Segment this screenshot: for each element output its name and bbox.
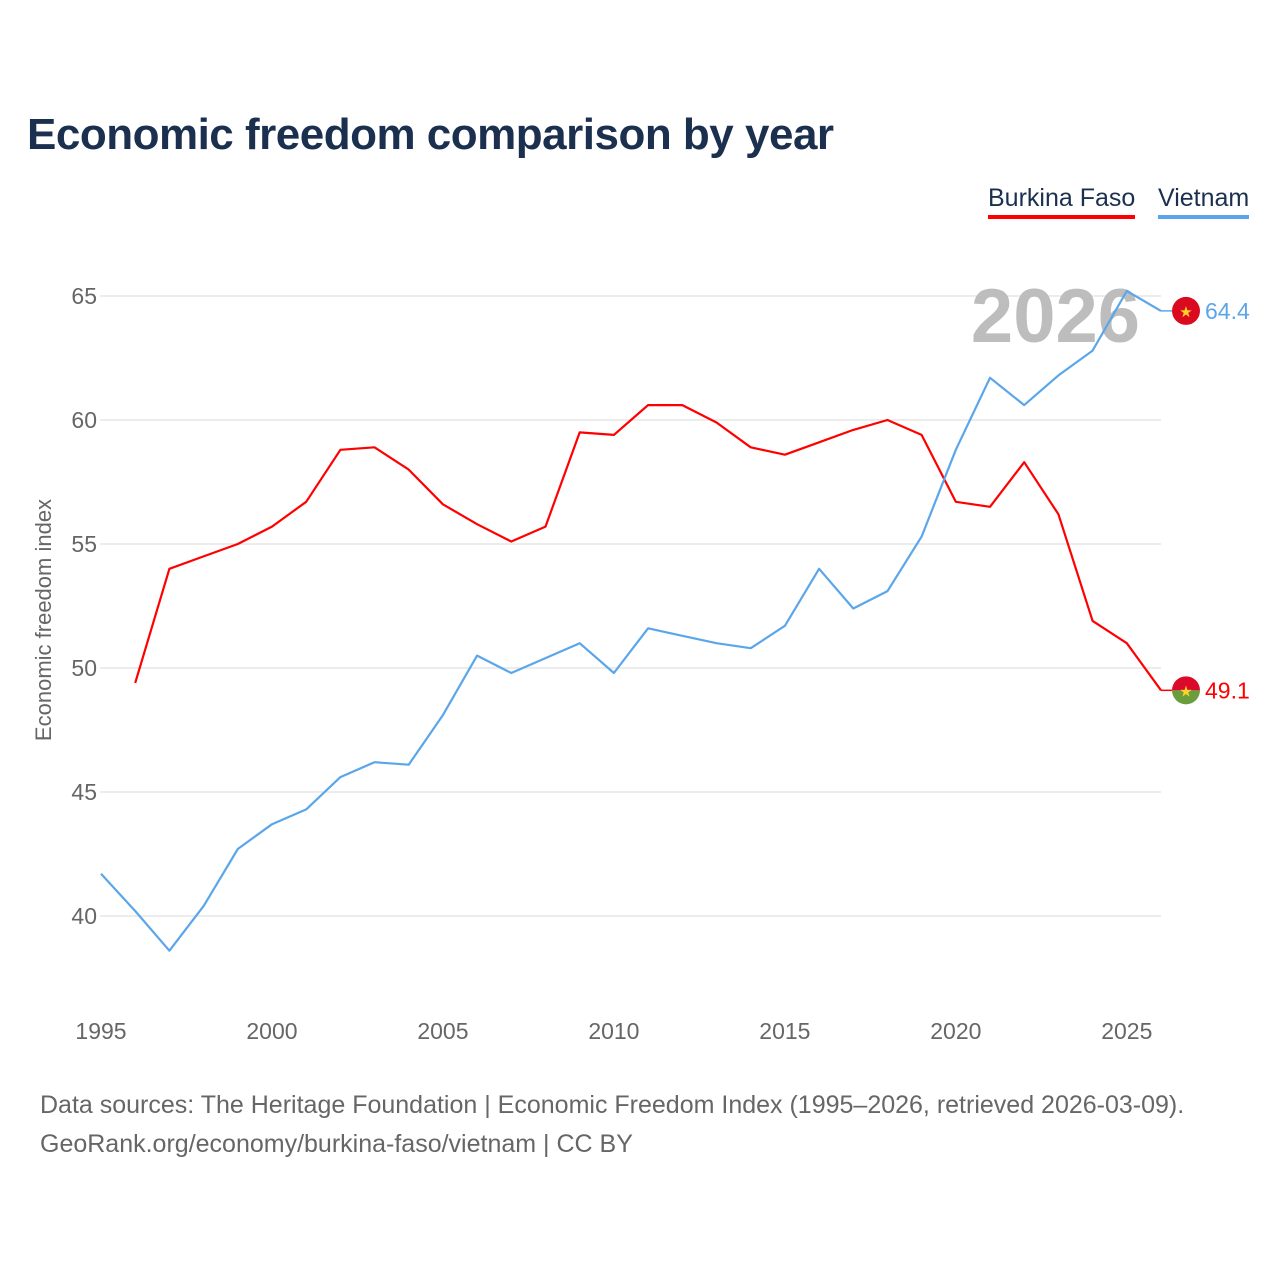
data-point-vietnam [1021,402,1027,408]
data-point-burkina-faso [543,524,549,530]
data-point-vietnam [884,588,890,594]
data-point-burkina-faso [372,444,378,450]
data-point-burkina-faso [816,439,822,445]
data-point-vietnam [406,762,412,768]
legend-vietnam[interactable]: Vietnam [1158,184,1250,219]
data-point-burkina-faso [201,553,207,559]
x-tick-label: 1995 [75,1018,126,1044]
data-point-vietnam [508,670,514,676]
footer-sources: Data sources: The Heritage Foundation | … [40,1091,1185,1119]
data-point-vietnam [816,566,822,572]
data-point-burkina-faso [440,501,446,507]
star-icon: ★ [1179,304,1192,321]
data-point-burkina-faso [577,429,583,435]
data-point-burkina-faso [679,402,685,408]
y-tick-label: 50 [71,655,97,681]
data-point-burkina-faso [474,521,480,527]
data-point-vietnam [303,806,309,812]
x-tick-label: 2020 [930,1018,981,1044]
data-point-vietnam [713,640,719,646]
data-point-burkina-faso [919,432,925,438]
data-point-vietnam [1090,348,1096,354]
data-point-vietnam [440,712,446,718]
end-value-label-burkina-faso: 49.1 [1205,677,1250,703]
data-point-burkina-faso [406,467,412,473]
y-tick-label: 60 [71,407,97,433]
data-point-vietnam [577,640,583,646]
y-tick-label: 65 [71,283,97,309]
x-tick-label: 2000 [246,1018,297,1044]
data-point-vietnam [132,908,138,914]
data-point-burkina-faso [782,452,788,458]
series-line-vietnam [100,289,1162,952]
data-point-burkina-faso [1055,511,1061,517]
data-point-vietnam [1124,288,1130,294]
data-point-vietnam [953,447,959,453]
data-point-burkina-faso [748,444,754,450]
y-tick-label: 45 [71,779,97,805]
data-point-burkina-faso [1124,640,1130,646]
data-point-burkina-faso [987,504,993,510]
data-point-vietnam [166,948,172,954]
data-point-vietnam [782,623,788,629]
data-point-burkina-faso [645,402,651,408]
data-point-burkina-faso [269,524,275,530]
data-point-vietnam [337,774,343,780]
data-point-vietnam [645,625,651,631]
data-point-burkina-faso [850,427,856,433]
data-point-burkina-faso [337,447,343,453]
y-tick-label: 40 [71,903,97,929]
x-tick-label: 2005 [417,1018,468,1044]
data-point-burkina-faso [1021,459,1027,465]
x-tick-label: 2010 [588,1018,639,1044]
data-point-vietnam [850,605,856,611]
data-point-burkina-faso [953,499,959,505]
y-tick-label: 55 [71,531,97,557]
flag-burkina-faso-icon [1172,690,1200,705]
data-point-vietnam [269,821,275,827]
footer: Data sources: The Heritage Foundation | … [40,1086,1184,1164]
data-point-vietnam [748,645,754,651]
data-point-burkina-faso [884,417,890,423]
flag-vietnam-icon [1172,296,1200,325]
data-point-burkina-faso [611,432,617,438]
data-point-burkina-faso [166,566,172,572]
data-point-burkina-faso [303,499,309,505]
footer-link[interactable]: GeoRank.org/economy/burkina-faso/vietnam… [40,1130,633,1158]
data-point-vietnam [235,846,241,852]
flag-burkina-faso-icon [1172,676,1200,691]
x-tick-label: 2025 [1101,1018,1152,1044]
series-line-burkina-faso [134,404,1162,691]
data-point-vietnam [611,670,617,676]
y-axis-label: Economic freedom index [31,499,56,741]
data-point-burkina-faso [508,539,514,545]
data-point-vietnam [987,375,993,381]
star-icon: ★ [1179,683,1192,700]
data-point-vietnam [372,759,378,765]
data-point-vietnam [679,633,685,639]
legend-burkina-faso[interactable]: Burkina Faso [988,184,1136,219]
data-point-vietnam [474,653,480,659]
year-watermark: 2026 [971,274,1140,359]
data-point-burkina-faso [713,419,719,425]
chart-title: Economic freedom comparison by year [27,110,834,159]
data-point-burkina-faso [235,541,241,547]
data-point-vietnam [919,534,925,540]
data-point-burkina-faso [1090,618,1096,624]
x-tick-label: 2015 [759,1018,810,1044]
data-point-vietnam [201,903,207,909]
data-point-vietnam [1055,372,1061,378]
end-value-label-vietnam: 64.4 [1205,298,1250,324]
data-point-burkina-faso [132,680,138,686]
data-point-vietnam [543,655,549,661]
data-point-vietnam [98,871,104,877]
